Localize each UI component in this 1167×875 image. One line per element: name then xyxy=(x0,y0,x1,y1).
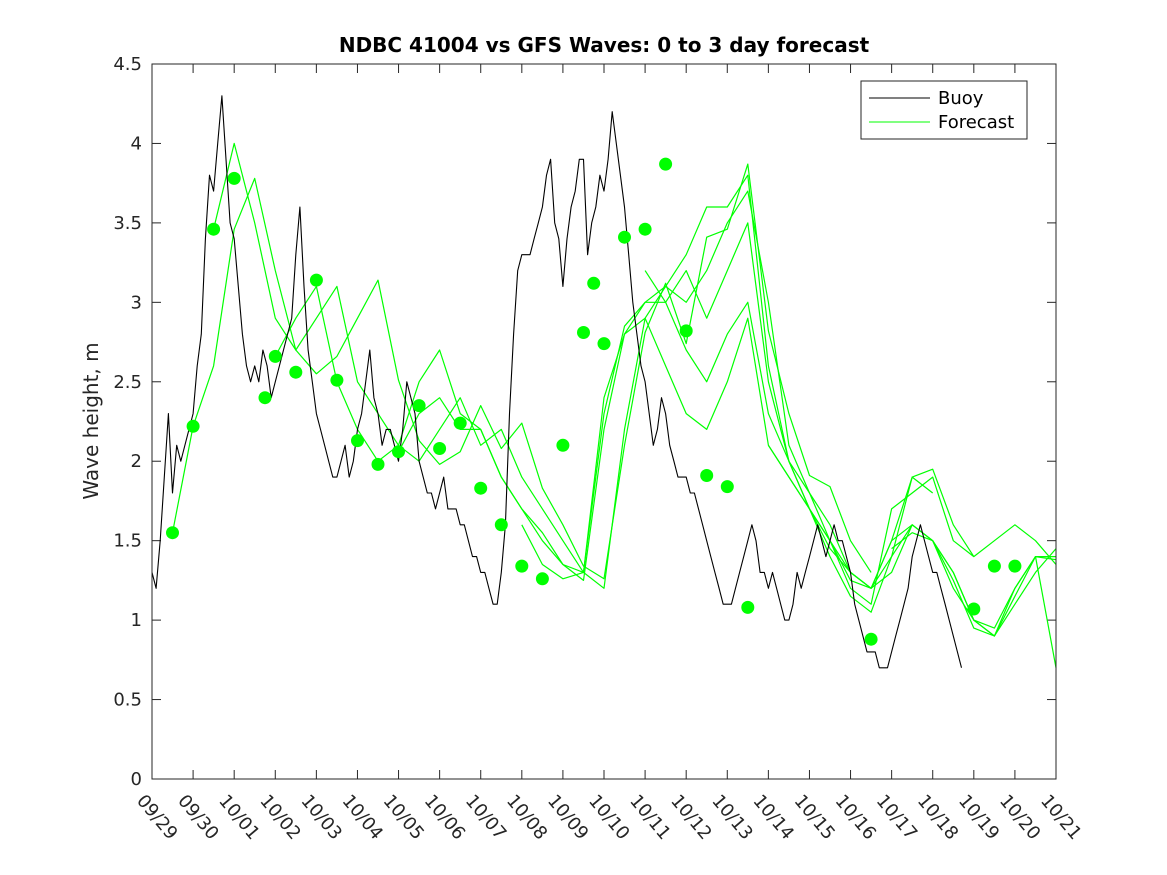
y-tick-label: 0 xyxy=(131,769,142,790)
forecast-point xyxy=(535,572,549,586)
forecast-point xyxy=(227,171,241,185)
forecast-line-run-1 xyxy=(171,163,872,580)
y-tick-label: 0.5 xyxy=(113,690,142,711)
y-tick-label: 2 xyxy=(131,451,142,472)
forecast-point xyxy=(638,222,652,236)
forecast-line-run-8 xyxy=(891,532,1057,668)
y-tick-label: 3 xyxy=(131,292,142,313)
forecast-point xyxy=(864,632,878,646)
forecast-line-run-2 xyxy=(213,142,934,589)
y-tick-label: 3.5 xyxy=(113,213,142,234)
y-tick-labels: 0 0.5 1 1.5 2 2.5 3 3.5 4 4.5 xyxy=(113,54,142,790)
forecast-point xyxy=(720,480,734,494)
legend: Buoy Forecast xyxy=(860,80,1028,140)
forecast-point xyxy=(474,481,488,495)
y-tick-label: 1 xyxy=(131,610,142,631)
forecast-point xyxy=(987,559,1001,573)
legend-box xyxy=(860,80,1028,140)
forecast-point xyxy=(371,457,385,471)
y-tick-label: 1.5 xyxy=(113,531,142,552)
forecast-point xyxy=(309,273,323,287)
forecast-point xyxy=(453,416,467,430)
buoy-line xyxy=(151,95,963,669)
forecast-point xyxy=(330,373,344,387)
forecast-point xyxy=(268,349,282,363)
forecast-line-run-4 xyxy=(397,222,1057,637)
forecast-point xyxy=(351,434,364,448)
plot-frame xyxy=(151,63,1057,780)
forecast-point xyxy=(587,276,601,290)
y-tick-label: 4.5 xyxy=(113,54,142,75)
forecast-point xyxy=(679,324,693,338)
forecast-point xyxy=(659,157,673,171)
forecast-point xyxy=(515,559,529,573)
forecast-point xyxy=(289,365,303,379)
forecast-point xyxy=(967,602,981,616)
y-tick-label: 2.5 xyxy=(113,372,142,393)
forecast-point xyxy=(166,526,179,540)
forecast-point xyxy=(741,600,755,614)
forecast-point xyxy=(577,326,590,339)
forecast-line-run-7 xyxy=(767,444,1057,637)
chart-title: NDBC 41004 vs GFS Waves: 0 to 3 day fore… xyxy=(339,33,870,57)
forecast-point xyxy=(186,419,200,433)
y-tick-label: 4 xyxy=(131,133,142,154)
forecast-line-run-3 xyxy=(274,174,975,605)
forecast-point xyxy=(618,230,631,244)
forecast-point xyxy=(700,469,714,482)
forecast-point xyxy=(597,337,611,351)
forecast-point xyxy=(1008,559,1022,573)
y-axis-label: Wave height, m xyxy=(79,342,103,499)
legend-forecast-label: Forecast xyxy=(938,112,1014,133)
forecast-point xyxy=(556,438,570,452)
forecast-point xyxy=(258,391,272,405)
forecast-dots xyxy=(166,157,1022,646)
forecast-point xyxy=(412,399,426,413)
forecast-point xyxy=(392,445,405,459)
forecast-point xyxy=(433,442,447,455)
plot-area xyxy=(152,64,1056,779)
series-layer xyxy=(151,95,1057,669)
legend-buoy-label: Buoy xyxy=(938,88,984,109)
forecast-point xyxy=(207,222,221,236)
forecast-point xyxy=(494,518,508,532)
